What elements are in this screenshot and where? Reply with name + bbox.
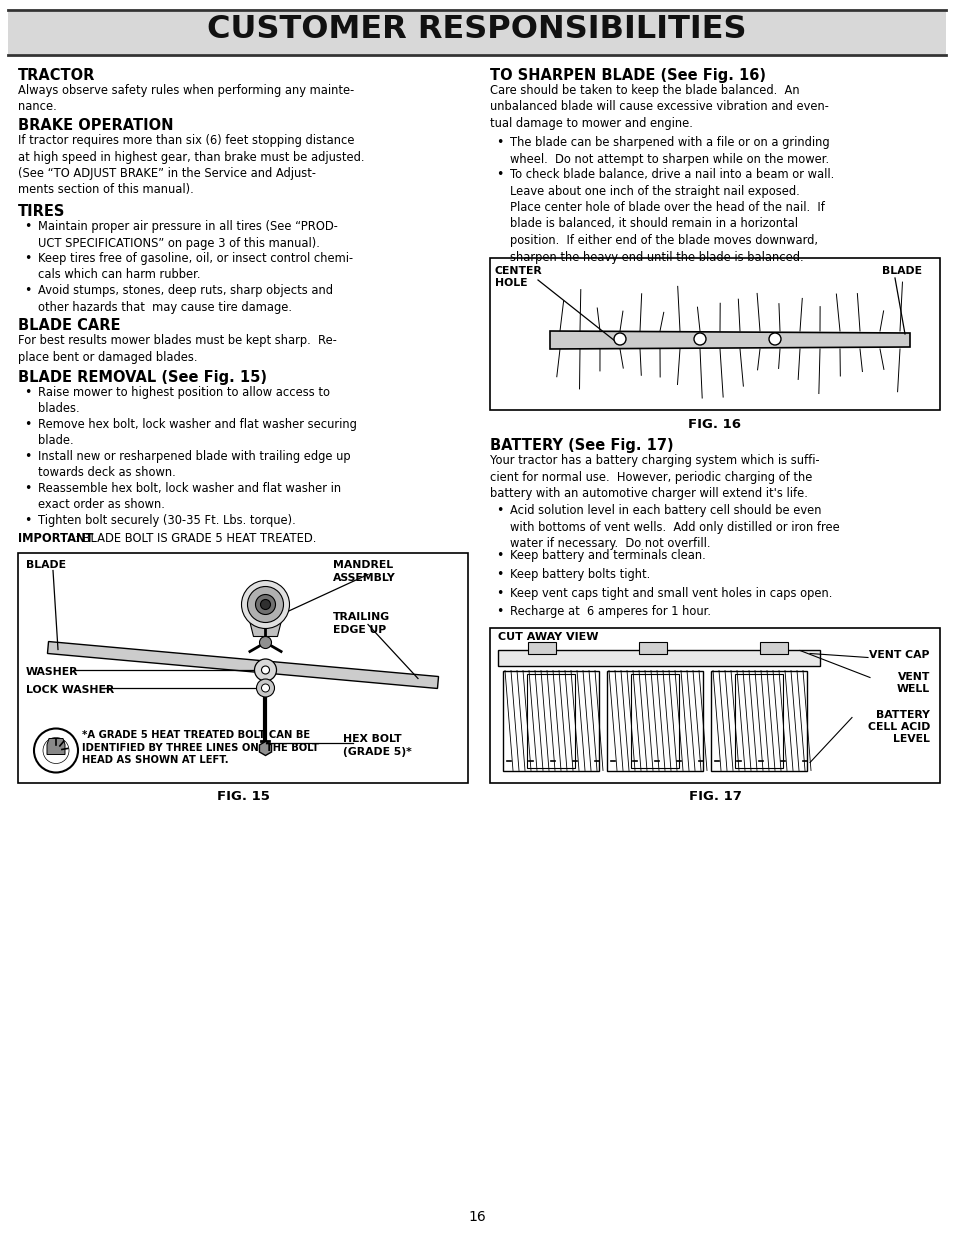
Text: BATTERY (See Fig. 17): BATTERY (See Fig. 17) [490,438,673,453]
Bar [630,673,679,767]
Bar [527,641,556,653]
Text: VENT CAP: VENT CAP [868,650,929,659]
Circle shape [254,659,276,680]
Bar [526,673,575,767]
Bar [497,650,820,666]
Text: Care should be taken to keep the blade balanced.  An
unbalanced blade will cause: Care should be taken to keep the blade b… [490,84,828,130]
Text: WASHER: WASHER [26,667,78,677]
Text: BLADE: BLADE [26,561,66,571]
Text: Recharge at  6 amperes for 1 hour.: Recharge at 6 amperes for 1 hour. [510,605,710,618]
Text: If tractor requires more than six (6) feet stopping distance
at high speed in hi: If tractor requires more than six (6) fe… [18,135,364,196]
Text: LOCK WASHER: LOCK WASHER [26,685,114,695]
Text: Remove hex bolt, lock washer and flat washer securing
blade.: Remove hex bolt, lock washer and flat wa… [38,417,356,447]
Text: BRAKE OPERATION: BRAKE OPERATION [18,119,173,133]
Text: Reassemble hex bolt, lock washer and flat washer in
exact order as shown.: Reassemble hex bolt, lock washer and fla… [38,482,341,511]
Text: Keep battery and terminals clean.: Keep battery and terminals clean. [510,550,705,562]
Text: MANDREL
ASSEMBLY: MANDREL ASSEMBLY [333,561,395,583]
Text: BATTERY
CELL ACID
LEVEL: BATTERY CELL ACID LEVEL [866,709,929,745]
Circle shape [614,333,625,345]
Text: •: • [24,450,31,463]
Text: For best results mower blades must be kept sharp.  Re-
place bent or damaged bla: For best results mower blades must be ke… [18,333,336,363]
Text: TO SHARPEN BLADE (See Fig. 16): TO SHARPEN BLADE (See Fig. 16) [490,68,765,83]
Text: Keep tires free of gasoline, oil, or insect control chemi-
cals which can harm r: Keep tires free of gasoline, oil, or ins… [38,252,353,282]
Text: •: • [496,504,503,517]
Text: •: • [496,136,503,149]
Text: TRACTOR: TRACTOR [18,68,95,83]
Polygon shape [47,739,65,755]
Text: Maintain proper air pressure in all tires (See “PROD-
UCT SPECIFICATIONS” on pag: Maintain proper air pressure in all tire… [38,220,337,249]
Text: •: • [496,568,503,580]
Text: Tighten bolt securely (30-35 Ft. Lbs. torque).: Tighten bolt securely (30-35 Ft. Lbs. to… [38,514,295,527]
Circle shape [261,666,269,674]
Text: •: • [24,514,31,527]
Bar [760,641,787,653]
Bar [8,12,945,54]
Polygon shape [48,641,438,688]
Text: IMPORTANT: IMPORTANT [18,532,93,546]
Polygon shape [550,331,909,350]
Bar [606,671,702,771]
Bar [710,671,806,771]
Text: Raise mower to highest position to allow access to
blades.: Raise mower to highest position to allow… [38,387,330,415]
Text: Install new or resharpened blade with trailing edge up
towards deck as shown.: Install new or resharpened blade with tr… [38,450,351,479]
Circle shape [34,729,78,773]
Text: FIG. 15: FIG. 15 [216,790,269,804]
Text: •: • [496,587,503,599]
Text: *A GRADE 5 HEAT TREATED BOLT CAN BE
IDENTIFIED BY THREE LINES ON  THE BOLT
HEAD : *A GRADE 5 HEAT TREATED BOLT CAN BE IDEN… [82,730,318,766]
Text: VENT
WELL: VENT WELL [896,672,929,694]
Text: BLADE: BLADE [882,266,921,275]
Circle shape [261,684,269,692]
Text: BLADE REMOVAL (See Fig. 15): BLADE REMOVAL (See Fig. 15) [18,370,267,385]
Bar [18,552,468,783]
Polygon shape [259,741,272,756]
Text: HEX BOLT
(GRADE 5)*: HEX BOLT (GRADE 5)* [343,735,412,757]
Text: FIG. 17: FIG. 17 [688,790,740,804]
Circle shape [693,333,705,345]
Bar [490,627,939,783]
Text: •: • [24,284,31,296]
Text: To check blade balance, drive a nail into a beam or wall.
Leave about one inch o: To check blade balance, drive a nail int… [510,168,833,263]
Text: •: • [24,252,31,266]
Text: •: • [496,605,503,618]
Polygon shape [247,613,283,636]
Text: CUSTOMER RESPONSIBILITIES: CUSTOMER RESPONSIBILITIES [207,14,746,44]
Text: : BLADE BOLT IS GRADE 5 HEAT TREATED.: : BLADE BOLT IS GRADE 5 HEAT TREATED. [75,532,316,546]
Circle shape [247,587,283,622]
Text: Acid solution level in each battery cell should be even
with bottoms of vent wel: Acid solution level in each battery cell… [510,504,839,550]
Text: TRAILING
EDGE UP: TRAILING EDGE UP [333,613,390,635]
Bar [490,258,939,410]
Text: •: • [496,168,503,182]
Circle shape [260,599,271,610]
Bar [502,671,598,771]
Text: Keep vent caps tight and small vent holes in caps open.: Keep vent caps tight and small vent hole… [510,587,832,599]
Text: Your tractor has a battery charging system which is suffi-
cient for normal use.: Your tractor has a battery charging syst… [490,454,819,500]
Text: TIRES: TIRES [18,204,66,219]
Text: CENTER
HOLE: CENTER HOLE [495,266,542,289]
Bar [734,673,782,767]
Text: •: • [24,387,31,399]
Text: •: • [24,482,31,495]
Circle shape [768,333,781,345]
Text: Always observe safety rules when performing any mainte-
nance.: Always observe safety rules when perform… [18,84,354,114]
Text: FIG. 16: FIG. 16 [688,417,740,431]
Bar [639,641,666,653]
Text: CUT AWAY VIEW: CUT AWAY VIEW [497,632,598,642]
Text: 16: 16 [468,1210,485,1224]
Text: Keep battery bolts tight.: Keep battery bolts tight. [510,568,650,580]
Circle shape [256,679,274,697]
Text: •: • [496,550,503,562]
Text: •: • [24,220,31,233]
Circle shape [241,580,289,629]
Circle shape [255,594,275,615]
Text: •: • [24,417,31,431]
Text: The blade can be sharpened with a file or on a grinding
wheel.  Do not attempt t: The blade can be sharpened with a file o… [510,136,829,165]
Circle shape [43,737,69,763]
Text: Avoid stumps, stones, deep ruts, sharp objects and
other hazards that  may cause: Avoid stumps, stones, deep ruts, sharp o… [38,284,333,314]
Text: BLADE CARE: BLADE CARE [18,317,120,333]
Circle shape [259,636,272,648]
